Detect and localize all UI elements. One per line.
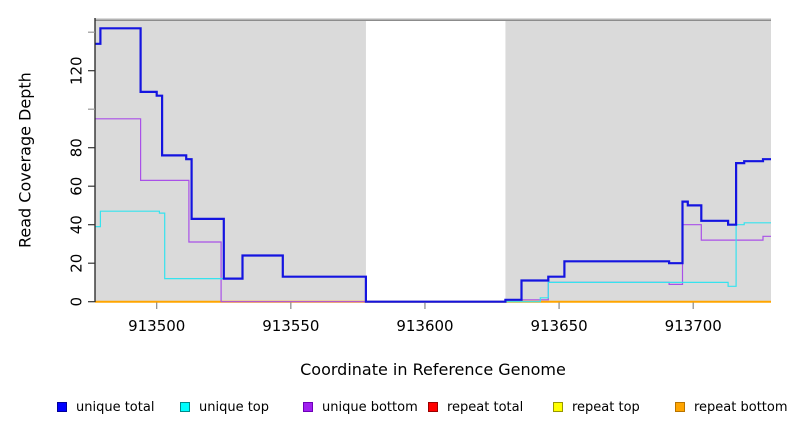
legend-item-repeat-total: repeat total <box>428 399 523 415</box>
legend: unique total unique top unique bottom repea… <box>0 399 792 419</box>
legend-item-unique-bottom: unique bottom <box>303 399 418 415</box>
y-tick-label: 20 <box>68 254 86 273</box>
y-tick-label: 40 <box>68 215 86 234</box>
legend-item-unique-total: unique total <box>57 399 154 415</box>
legend-swatch-unique-top <box>180 402 190 412</box>
legend-label: repeat total <box>447 399 524 415</box>
x-tick-label: 913600 <box>396 317 453 335</box>
legend-item-repeat-bottom: repeat bottom <box>675 399 788 415</box>
legend-swatch-repeat-top <box>553 402 563 412</box>
series-unique-total <box>95 27 771 303</box>
x-tick-label: 913700 <box>665 317 722 335</box>
no-data-band <box>365 21 506 302</box>
x-axis-label: Coordinate in Reference Genome <box>300 360 566 379</box>
y-tick-label: 80 <box>68 138 86 157</box>
x-tick-label: 913550 <box>262 317 319 335</box>
legend-item-unique-top: unique top <box>180 399 269 415</box>
legend-swatch-repeat-total <box>428 402 438 412</box>
legend-swatch-unique-total <box>57 402 67 412</box>
y-tick-label: 120 <box>68 56 86 85</box>
y-tick-label: 0 <box>68 297 86 307</box>
legend-label: repeat bottom <box>694 399 788 415</box>
legend-label: repeat top <box>572 399 640 415</box>
legend-item-repeat-top: repeat top <box>553 399 640 415</box>
legend-label: unique bottom <box>322 399 418 415</box>
legend-swatch-unique-bottom <box>303 402 313 412</box>
x-tick-label: 913500 <box>128 317 185 335</box>
legend-label: unique top <box>199 399 270 415</box>
legend-label: unique total <box>76 399 155 415</box>
legend-swatch-repeat-bottom <box>675 402 685 412</box>
y-axis-label: Read Coverage Depth <box>15 72 35 248</box>
y-tick-label: 60 <box>68 177 86 196</box>
x-tick-label: 913650 <box>530 317 587 335</box>
